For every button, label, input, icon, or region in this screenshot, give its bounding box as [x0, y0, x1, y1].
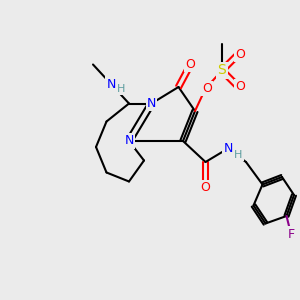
Text: S: S [218, 64, 226, 77]
Text: N: N [147, 97, 156, 110]
Text: H: H [234, 149, 243, 160]
Text: N: N [106, 77, 116, 91]
Text: O: O [235, 47, 245, 61]
Text: N: N [223, 142, 233, 155]
Text: O: O [235, 80, 245, 94]
Text: O: O [202, 82, 212, 95]
Text: H: H [117, 83, 126, 94]
Text: N: N [124, 134, 134, 148]
Text: O: O [186, 58, 195, 71]
Text: F: F [287, 227, 295, 241]
Text: O: O [201, 181, 210, 194]
